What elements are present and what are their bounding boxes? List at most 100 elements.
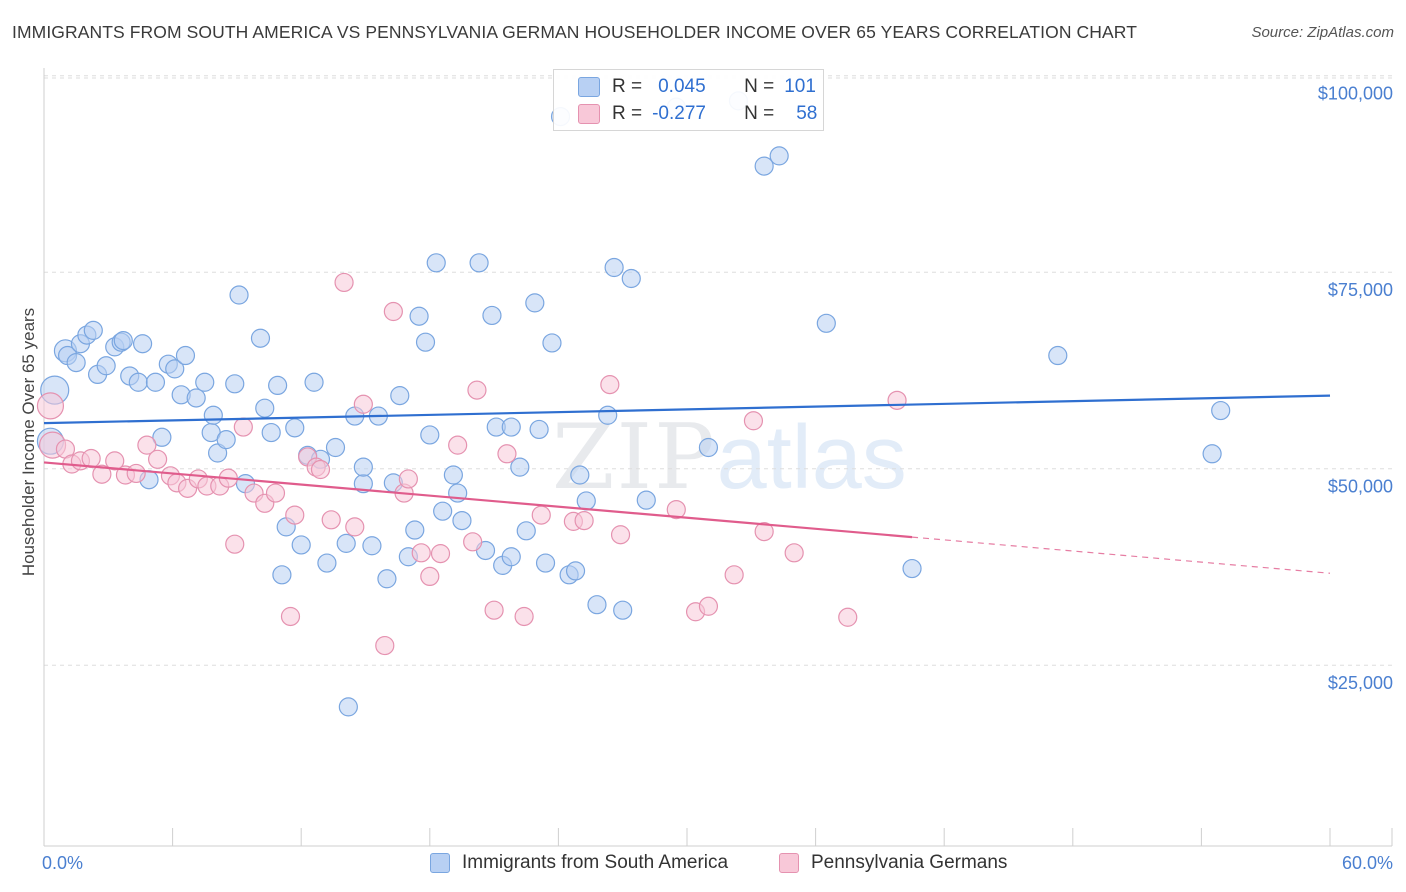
point-pink-42 <box>467 380 487 400</box>
point-blue-74 <box>525 293 545 313</box>
point-blue-71 <box>501 417 521 437</box>
point-pink-33 <box>375 635 395 656</box>
point-blue-59 <box>420 425 440 445</box>
stats-legend-box: R = 0.045 N = 101 R = -0.277 N = 58 <box>553 69 824 131</box>
point-blue-24 <box>195 372 215 392</box>
point-blue-65 <box>469 253 489 273</box>
stats-n-value-pink: 58 <box>796 103 818 124</box>
chart-title: IMMIGRANTS FROM SOUTH AMERICA VS PENNSYL… <box>12 22 1137 42</box>
point-blue-54 <box>390 386 410 406</box>
point-blue-64 <box>452 510 472 531</box>
point-blue-36 <box>272 565 292 585</box>
point-blue-33 <box>255 398 275 418</box>
legend-label-pink: Pennsylvania Germans <box>811 852 1008 873</box>
point-pink-19 <box>225 534 245 554</box>
point-blue-46 <box>338 697 358 717</box>
trend-line-dashed-pink <box>911 536 1331 574</box>
point-pink-31 <box>345 517 365 537</box>
point-blue-93 <box>769 146 789 166</box>
point-blue-32 <box>250 328 271 348</box>
legend-item-blue: Immigrants from South America <box>430 852 728 874</box>
point-pink-6 <box>92 464 112 484</box>
stats-swatch-blue <box>578 77 600 97</box>
point-blue-73 <box>516 521 536 541</box>
point-pink-36 <box>398 469 418 489</box>
point-blue-15 <box>132 334 153 354</box>
point-blue-70 <box>501 547 521 567</box>
y-tick-label-0: $25,000 <box>1328 673 1393 693</box>
point-pink-56 <box>754 521 774 542</box>
point-blue-35 <box>268 375 288 396</box>
point-blue-76 <box>535 553 556 573</box>
point-pink-28 <box>310 459 331 480</box>
point-blue-90 <box>698 437 719 458</box>
stats-swatch-pink <box>578 104 600 124</box>
stats-n-label-blue: N = <box>744 76 775 97</box>
point-blue-97 <box>1202 444 1222 464</box>
point-blue-56 <box>405 520 425 540</box>
point-blue-81 <box>570 465 590 485</box>
point-blue-43 <box>317 553 337 573</box>
point-pink-44 <box>497 444 517 464</box>
point-blue-38 <box>285 418 305 438</box>
point-pink-0 <box>36 392 65 420</box>
point-pink-23 <box>265 483 286 503</box>
point-blue-72 <box>510 457 530 477</box>
y-tick-label-2: $75,000 <box>1328 280 1393 300</box>
stats-row-blue: R = 0.045 N = 101 <box>578 74 816 100</box>
point-blue-67 <box>482 305 502 326</box>
point-blue-20 <box>165 359 185 379</box>
point-pink-7 <box>105 451 125 471</box>
point-pink-24 <box>280 606 301 627</box>
point-pink-29 <box>321 510 341 530</box>
point-pink-55 <box>743 411 764 431</box>
point-pink-46 <box>531 505 551 525</box>
bottom-legend: Immigrants from South America Pennsylvan… <box>0 852 1406 878</box>
point-blue-49 <box>353 457 373 477</box>
point-blue-60 <box>426 253 446 273</box>
point-blue-23 <box>186 388 206 408</box>
point-pink-53 <box>698 596 719 616</box>
legend-item-pink: Pennsylvania Germans <box>779 852 1007 874</box>
point-pink-30 <box>334 272 354 293</box>
point-blue-84 <box>598 405 618 425</box>
stats-n-label-pink: N = <box>744 103 775 124</box>
x-tick-label-0: 0.0% <box>42 853 83 873</box>
point-blue-98 <box>1211 400 1231 421</box>
point-pink-59 <box>887 390 907 410</box>
point-blue-45 <box>336 533 356 553</box>
point-blue-52 <box>377 569 397 589</box>
stats-r-label-blue: R = <box>612 76 643 97</box>
series-pennsylvania-germans <box>36 272 907 656</box>
x-tick-label-1: 60.0% <box>1342 853 1393 873</box>
watermark-zip: ZIP <box>552 405 717 510</box>
point-blue-26 <box>203 405 223 425</box>
point-blue-86 <box>613 600 633 620</box>
point-pink-50 <box>610 525 631 545</box>
point-pink-10 <box>137 435 157 455</box>
trend-lines <box>43 394 1331 574</box>
stats-r-value-pink: -0.277 <box>652 103 706 124</box>
series-immigrants-south-america <box>36 91 1231 717</box>
point-blue-95 <box>902 558 922 579</box>
y-axis-label: Householder Income Over 65 years <box>19 308 38 576</box>
point-blue-85 <box>604 257 624 278</box>
point-pink-41 <box>463 532 483 552</box>
point-blue-27 <box>208 443 228 463</box>
point-blue-30 <box>229 285 249 305</box>
stats-row-pink: R = -0.277 N = 58 <box>578 101 817 127</box>
legend-label-blue: Immigrants from South America <box>462 852 729 873</box>
point-pink-25 <box>285 505 305 525</box>
point-blue-34 <box>261 422 281 443</box>
source-label: Source: ZipAtlas.com <box>1251 24 1394 41</box>
stats-n-value-blue: 101 <box>784 76 816 97</box>
point-blue-61 <box>433 501 453 521</box>
point-blue-88 <box>636 490 656 510</box>
point-pink-11 <box>147 449 168 469</box>
point-blue-82 <box>576 491 596 511</box>
point-pink-5 <box>81 448 101 469</box>
point-pink-37 <box>411 543 431 563</box>
point-blue-92 <box>754 156 774 176</box>
point-blue-83 <box>587 595 607 615</box>
